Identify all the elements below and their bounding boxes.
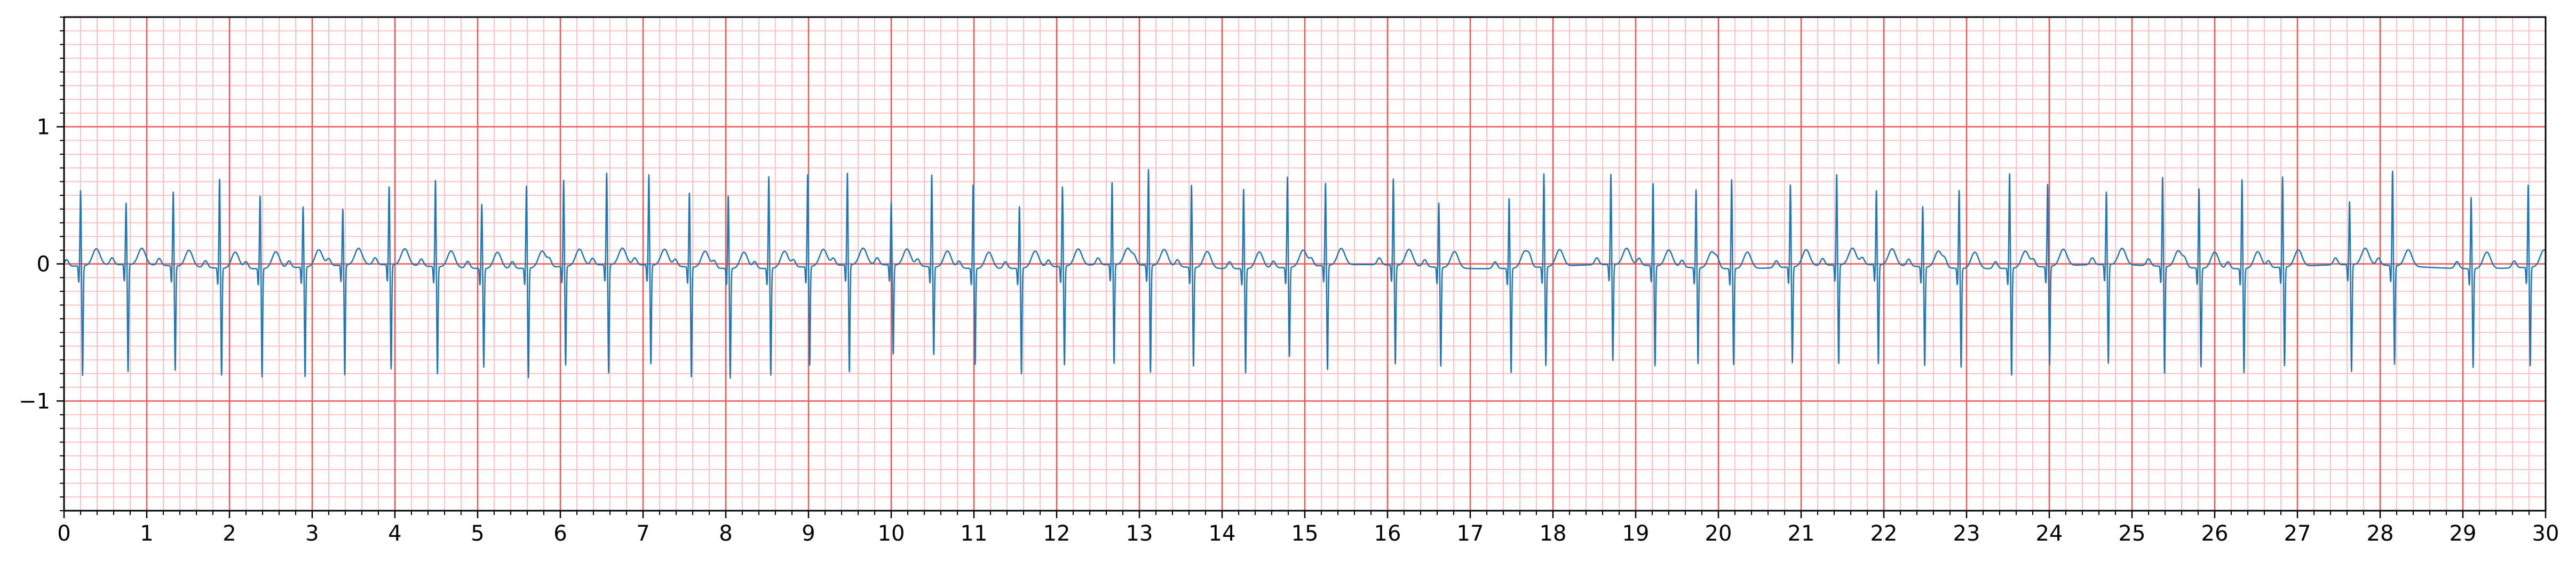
x-tick-label: 29 xyxy=(2450,521,2477,546)
x-tick-label: 10 xyxy=(878,521,905,546)
y-axis: −1 0 1 xyxy=(19,17,64,511)
x-tick-label: 15 xyxy=(1291,521,1319,546)
x-tick-label: 13 xyxy=(1126,521,1153,546)
x-axis: 0 1 2 3 4 5 6 7 8 9 10 11 12 13 14 15 16 17 18 19 20 21 22 23 24… xyxy=(57,511,2559,546)
y-tick-label: −1 xyxy=(19,389,50,414)
x-tick-label: 3 xyxy=(305,521,319,546)
x-tick-label: 14 xyxy=(1209,521,1236,546)
y-tick-label: 0 xyxy=(37,252,50,277)
x-tick-label: 22 xyxy=(1870,521,1898,546)
x-tick-label: 12 xyxy=(1043,521,1071,546)
x-tick-label: 8 xyxy=(719,521,732,546)
x-tick-label: 30 xyxy=(2532,521,2559,546)
x-tick-label: 21 xyxy=(1788,521,1815,546)
x-tick-label: 27 xyxy=(2284,521,2311,546)
x-tick-label: 25 xyxy=(2119,521,2146,546)
x-tick-label: 9 xyxy=(802,521,815,546)
x-tick-label: 19 xyxy=(1622,521,1650,546)
ecg-signal-line xyxy=(63,169,2547,379)
ecg-trace xyxy=(63,168,2547,379)
x-tick-label: 20 xyxy=(1705,521,1732,546)
x-tick-label: 23 xyxy=(1953,521,1980,546)
x-tick-label: 1 xyxy=(140,521,153,546)
x-tick-label: 2 xyxy=(223,521,236,546)
x-tick-label: 28 xyxy=(2367,521,2394,546)
x-tick-label: 4 xyxy=(388,521,401,546)
x-tick-label: 18 xyxy=(1540,521,1567,546)
x-tick-label: 24 xyxy=(2036,521,2063,546)
x-tick-label: 16 xyxy=(1374,521,1401,546)
x-tick-label: 5 xyxy=(471,521,484,546)
x-tick-label: 7 xyxy=(636,521,649,546)
x-tick-label: 26 xyxy=(2201,521,2229,546)
x-tick-label: 17 xyxy=(1457,521,1484,546)
x-tick-label: 6 xyxy=(553,521,567,546)
x-tick-label: 0 xyxy=(57,521,70,546)
x-tick-label: 11 xyxy=(961,521,988,546)
y-tick-label: 1 xyxy=(37,115,50,140)
